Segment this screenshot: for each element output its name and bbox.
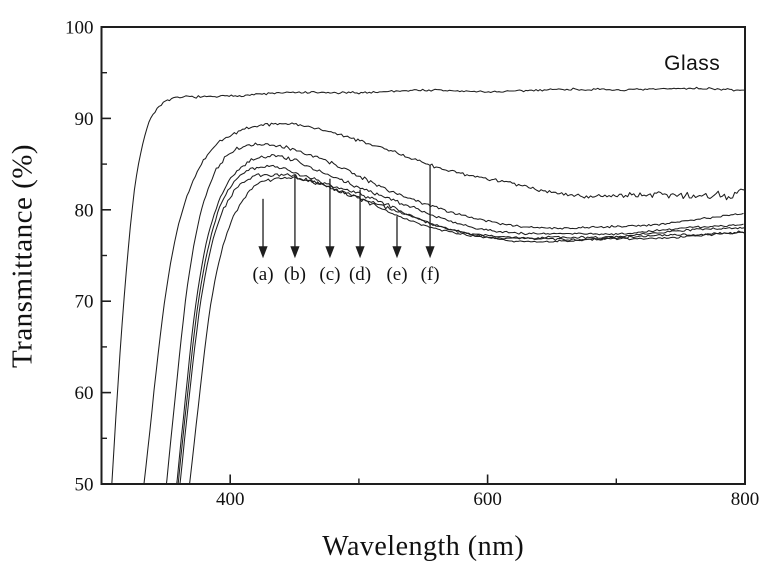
y-tick-label: 80 xyxy=(75,200,94,221)
series-film-6 xyxy=(189,176,744,483)
sample-label-d: (d) xyxy=(348,263,372,285)
series-film-3 xyxy=(176,153,744,483)
y-tick-label: 50 xyxy=(75,475,94,496)
y-tick-label: 60 xyxy=(75,383,94,404)
annotation-arrow-head xyxy=(355,246,365,259)
series-film-2 xyxy=(165,142,744,483)
sample-label-a: (a) xyxy=(252,263,274,285)
sample-label-e: (e) xyxy=(386,263,408,285)
series-film-5 xyxy=(179,173,744,483)
annotation-arrow-head xyxy=(425,246,435,259)
annotation-arrow-head xyxy=(325,246,335,259)
annotation-arrow-head xyxy=(258,246,268,259)
annotation-arrow-head xyxy=(290,246,300,259)
sample-label-b: (b) xyxy=(283,263,306,285)
y-tick-label: 90 xyxy=(75,109,94,130)
glass-curve-label: Glass xyxy=(664,51,721,75)
y-tick-label: 100 xyxy=(65,18,94,39)
x-tick-label: 600 xyxy=(473,489,502,510)
annotation-arrow-head xyxy=(392,246,402,259)
series-film-1 xyxy=(143,122,744,483)
sample-label-c: (c) xyxy=(319,263,341,285)
sample-label-f: (f) xyxy=(420,263,440,285)
x-tick-label: 800 xyxy=(731,489,760,510)
series-glass xyxy=(111,86,744,483)
y-tick-label: 70 xyxy=(75,292,94,313)
y-axis-title: Transmittance (%) xyxy=(6,143,39,368)
series-film-4 xyxy=(177,164,744,483)
x-tick-label: 400 xyxy=(216,489,245,510)
curves-group xyxy=(111,86,744,483)
x-axis-title: Wavelength (nm) xyxy=(322,531,525,562)
